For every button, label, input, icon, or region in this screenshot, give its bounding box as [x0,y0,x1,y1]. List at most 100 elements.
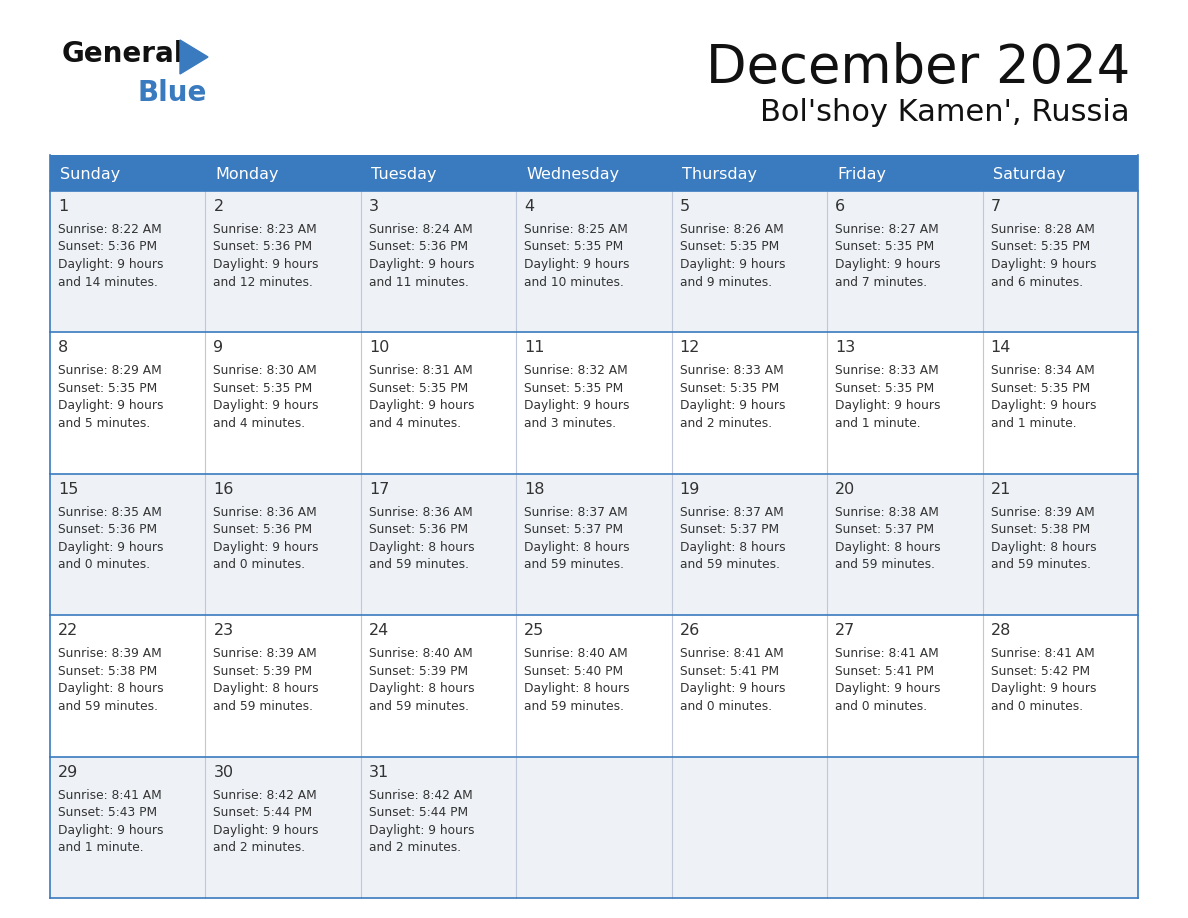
Text: Sunrise: 8:36 AM: Sunrise: 8:36 AM [214,506,317,519]
Text: Daylight: 9 hours: Daylight: 9 hours [680,258,785,271]
Text: Daylight: 9 hours: Daylight: 9 hours [835,682,941,695]
Text: Sunrise: 8:40 AM: Sunrise: 8:40 AM [524,647,628,660]
Text: Daylight: 9 hours: Daylight: 9 hours [368,823,474,836]
Text: 8: 8 [58,341,68,355]
Text: Sunrise: 8:41 AM: Sunrise: 8:41 AM [991,647,1094,660]
Text: Daylight: 9 hours: Daylight: 9 hours [214,541,318,554]
Text: and 59 minutes.: and 59 minutes. [680,558,779,571]
Text: Sunrise: 8:35 AM: Sunrise: 8:35 AM [58,506,162,519]
Text: 31: 31 [368,765,390,779]
Text: Sunset: 5:35 PM: Sunset: 5:35 PM [991,382,1089,395]
Bar [982,155,1138,191]
Text: Daylight: 9 hours: Daylight: 9 hours [835,399,941,412]
Text: Sunset: 5:44 PM: Sunset: 5:44 PM [368,806,468,819]
Text: and 14 minutes.: and 14 minutes. [58,275,158,288]
Text: Daylight: 8 hours: Daylight: 8 hours [524,541,630,554]
Text: Sunrise: 8:24 AM: Sunrise: 8:24 AM [368,223,473,236]
Text: Monday: Monday [215,166,279,182]
Text: Daylight: 8 hours: Daylight: 8 hours [214,682,320,695]
Text: Sunset: 5:38 PM: Sunset: 5:38 PM [58,665,157,677]
Text: Sunset: 5:36 PM: Sunset: 5:36 PM [58,523,157,536]
Bar [827,155,982,191]
Bar [50,615,1138,756]
Bar [50,474,1138,615]
Text: Sunrise: 8:26 AM: Sunrise: 8:26 AM [680,223,783,236]
Text: 21: 21 [991,482,1011,497]
Text: Friday: Friday [838,166,886,182]
Text: 3: 3 [368,199,379,214]
Text: 12: 12 [680,341,700,355]
Text: Sunrise: 8:32 AM: Sunrise: 8:32 AM [524,364,628,377]
Text: Blue: Blue [137,79,207,107]
Text: Sunrise: 8:38 AM: Sunrise: 8:38 AM [835,506,939,519]
Text: 16: 16 [214,482,234,497]
Text: Sunset: 5:35 PM: Sunset: 5:35 PM [524,382,624,395]
Text: Daylight: 9 hours: Daylight: 9 hours [524,399,630,412]
Text: 20: 20 [835,482,855,497]
Text: 7: 7 [991,199,1000,214]
Text: Sunset: 5:41 PM: Sunset: 5:41 PM [835,665,934,677]
Text: Sunset: 5:38 PM: Sunset: 5:38 PM [991,523,1089,536]
Text: and 4 minutes.: and 4 minutes. [368,417,461,430]
Text: and 10 minutes.: and 10 minutes. [524,275,624,288]
Text: 28: 28 [991,623,1011,638]
Text: Sunrise: 8:28 AM: Sunrise: 8:28 AM [991,223,1094,236]
Text: and 59 minutes.: and 59 minutes. [368,700,469,712]
Text: Sunrise: 8:22 AM: Sunrise: 8:22 AM [58,223,162,236]
Text: Saturday: Saturday [992,166,1066,182]
Text: Daylight: 9 hours: Daylight: 9 hours [214,399,318,412]
Text: Sunset: 5:35 PM: Sunset: 5:35 PM [835,382,935,395]
Text: Sunrise: 8:25 AM: Sunrise: 8:25 AM [524,223,628,236]
Text: 26: 26 [680,623,700,638]
Text: Sunset: 5:39 PM: Sunset: 5:39 PM [368,665,468,677]
Text: Sunset: 5:41 PM: Sunset: 5:41 PM [680,665,779,677]
Text: Sunset: 5:42 PM: Sunset: 5:42 PM [991,665,1089,677]
Text: and 0 minutes.: and 0 minutes. [991,700,1082,712]
Text: Sunset: 5:35 PM: Sunset: 5:35 PM [835,241,935,253]
Text: Sunday: Sunday [61,166,120,182]
Text: Daylight: 8 hours: Daylight: 8 hours [368,541,474,554]
Text: Sunset: 5:40 PM: Sunset: 5:40 PM [524,665,624,677]
Text: Sunset: 5:35 PM: Sunset: 5:35 PM [214,382,312,395]
Text: Sunrise: 8:39 AM: Sunrise: 8:39 AM [58,647,162,660]
Text: and 7 minutes.: and 7 minutes. [835,275,928,288]
Text: Sunset: 5:43 PM: Sunset: 5:43 PM [58,806,157,819]
Text: Daylight: 8 hours: Daylight: 8 hours [368,682,474,695]
Text: 27: 27 [835,623,855,638]
Text: Sunrise: 8:41 AM: Sunrise: 8:41 AM [835,647,939,660]
Text: Daylight: 9 hours: Daylight: 9 hours [680,399,785,412]
Text: Sunset: 5:36 PM: Sunset: 5:36 PM [368,241,468,253]
Text: Sunset: 5:36 PM: Sunset: 5:36 PM [58,241,157,253]
Text: and 2 minutes.: and 2 minutes. [680,417,772,430]
Text: Sunset: 5:44 PM: Sunset: 5:44 PM [214,806,312,819]
Text: Daylight: 8 hours: Daylight: 8 hours [835,541,941,554]
Text: and 59 minutes.: and 59 minutes. [214,700,314,712]
Text: Sunrise: 8:41 AM: Sunrise: 8:41 AM [58,789,162,801]
Text: Sunrise: 8:27 AM: Sunrise: 8:27 AM [835,223,939,236]
Text: 29: 29 [58,765,78,779]
Text: Sunrise: 8:36 AM: Sunrise: 8:36 AM [368,506,473,519]
Text: 30: 30 [214,765,234,779]
Text: Sunrise: 8:42 AM: Sunrise: 8:42 AM [368,789,473,801]
Text: Sunset: 5:35 PM: Sunset: 5:35 PM [680,241,779,253]
Text: Sunrise: 8:31 AM: Sunrise: 8:31 AM [368,364,473,377]
Text: Sunrise: 8:37 AM: Sunrise: 8:37 AM [680,506,783,519]
Text: 18: 18 [524,482,545,497]
Text: and 59 minutes.: and 59 minutes. [524,558,624,571]
Bar [50,756,1138,898]
Text: 6: 6 [835,199,846,214]
Bar [517,155,671,191]
Text: and 12 minutes.: and 12 minutes. [214,275,314,288]
Text: Sunset: 5:36 PM: Sunset: 5:36 PM [214,523,312,536]
Text: Daylight: 8 hours: Daylight: 8 hours [680,541,785,554]
Text: 23: 23 [214,623,234,638]
Text: Daylight: 9 hours: Daylight: 9 hours [214,258,318,271]
Text: and 2 minutes.: and 2 minutes. [368,841,461,854]
Bar [671,155,827,191]
Text: and 3 minutes.: and 3 minutes. [524,417,617,430]
Text: Sunset: 5:37 PM: Sunset: 5:37 PM [524,523,624,536]
Text: General: General [62,40,184,68]
Bar [50,155,206,191]
Text: Sunset: 5:35 PM: Sunset: 5:35 PM [680,382,779,395]
Bar [361,155,517,191]
